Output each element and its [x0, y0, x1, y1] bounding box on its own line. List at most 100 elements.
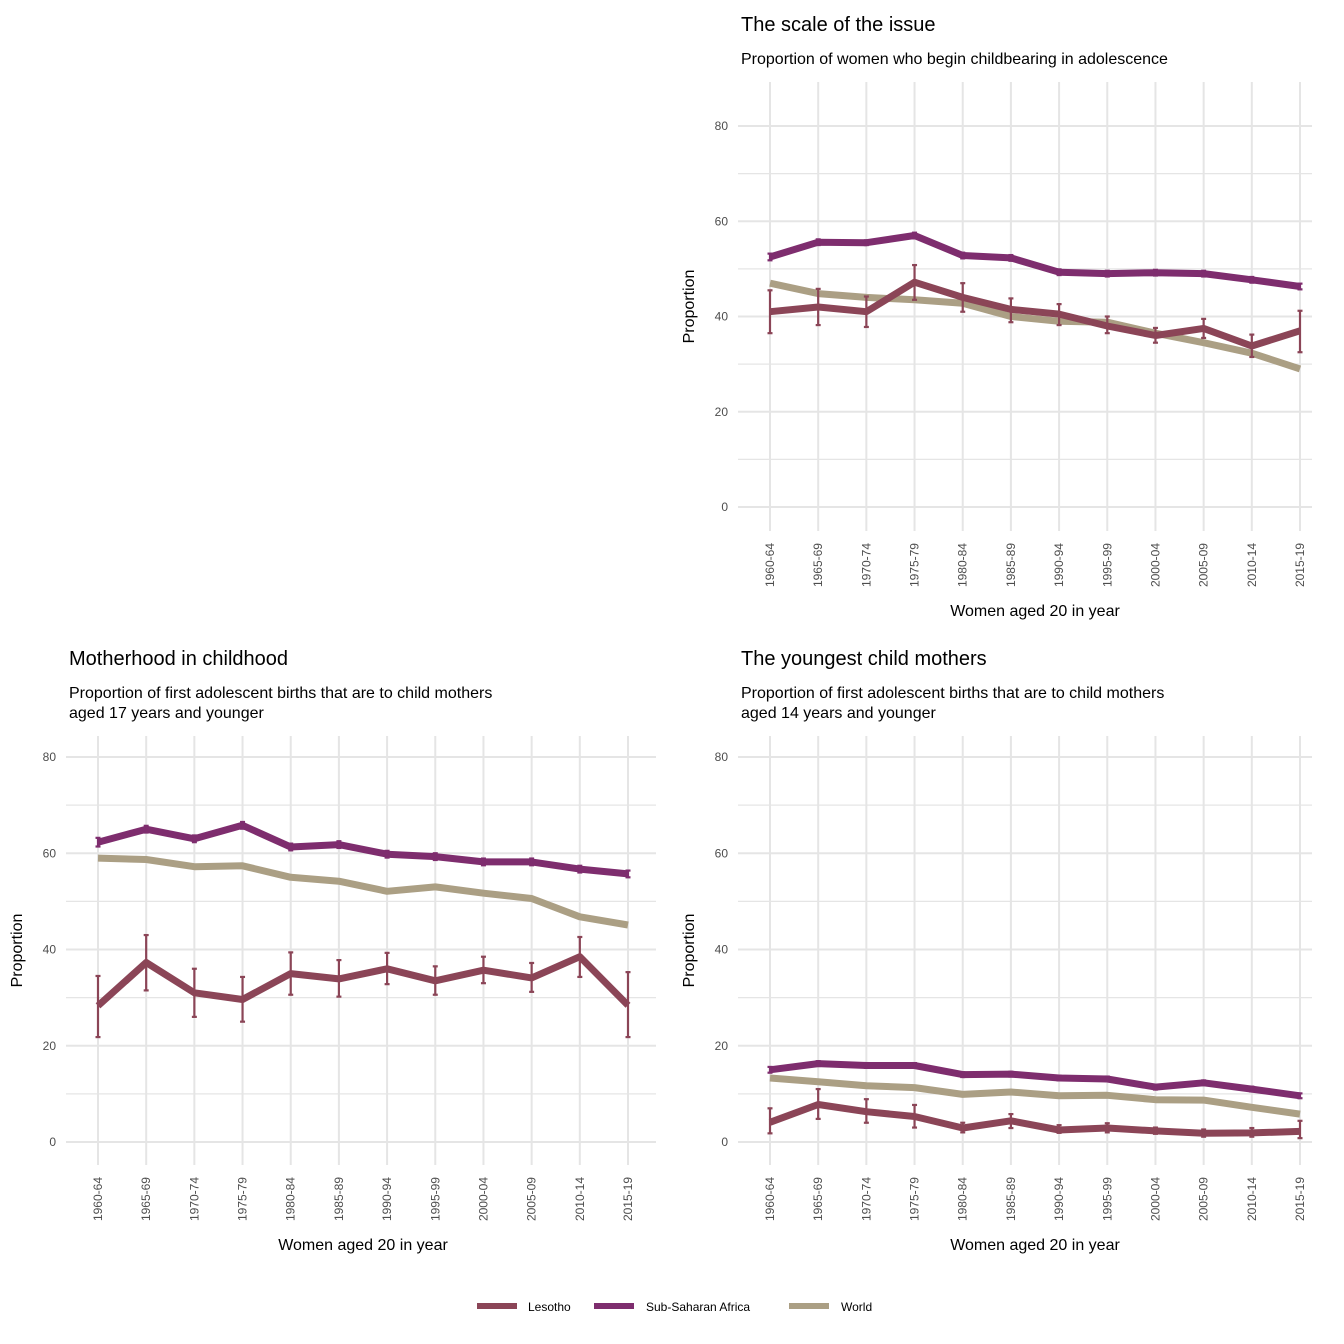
error-bar — [1104, 1075, 1110, 1083]
series-lesotho — [767, 263, 1303, 359]
error-bar — [1297, 282, 1303, 291]
error-bar — [1056, 1124, 1062, 1134]
x-tick-label: 2010-14 — [573, 1177, 587, 1221]
y-axis-title: Proportion — [9, 914, 26, 988]
x-tick-label: 1990-94 — [380, 1177, 394, 1221]
error-bar — [767, 289, 773, 335]
error-bar — [480, 955, 486, 985]
error-bar — [1152, 1083, 1158, 1091]
legend-label-world: World — [841, 1300, 872, 1314]
error-bar — [432, 852, 438, 862]
series-line-world — [769, 279, 1302, 373]
error-bar — [1201, 1079, 1207, 1087]
plot-area — [738, 736, 1312, 1165]
panel-title: Motherhood in childhood — [69, 648, 288, 670]
error-bar — [577, 864, 583, 874]
x-tick-label: 2000-04 — [476, 1177, 490, 1221]
error-bar — [815, 1087, 821, 1121]
x-tick-label: 2015-19 — [1293, 1177, 1307, 1221]
error-bar — [288, 951, 294, 996]
error-bar — [1297, 1092, 1303, 1100]
error-bar — [1104, 269, 1110, 278]
x-tick-label: 1975-79 — [908, 1177, 922, 1221]
error-bar — [912, 1103, 918, 1129]
error-bar — [1201, 1128, 1207, 1138]
series-sub-saharan-africa — [95, 820, 631, 879]
y-tick-label: 40 — [715, 310, 729, 324]
error-bar — [863, 295, 869, 329]
x-tick-label: 1990-94 — [1052, 543, 1066, 587]
error-bar — [191, 967, 197, 1018]
x-tick-label: 1990-94 — [1052, 1177, 1066, 1221]
y-tick-label: 0 — [721, 500, 728, 514]
error-bar — [625, 971, 631, 1039]
error-bar — [240, 820, 246, 830]
legend-label-sub-saharan-africa: Sub-Saharan Africa — [646, 1300, 750, 1314]
series-lesotho — [767, 1087, 1303, 1140]
error-bar — [912, 231, 918, 240]
x-axis-title: Women aged 20 in year — [950, 1237, 1120, 1254]
error-bar — [863, 1061, 869, 1069]
error-bar — [625, 869, 631, 879]
error-bar — [1056, 1074, 1062, 1082]
error-bar — [336, 840, 342, 850]
series-world — [97, 854, 629, 929]
plot-area — [738, 82, 1312, 531]
x-tick-label: 1985-89 — [1004, 543, 1018, 587]
x-axis-title: Women aged 20 in year — [950, 603, 1120, 620]
series-line-world — [769, 1074, 1301, 1118]
error-bar — [1104, 1122, 1110, 1134]
x-tick-label: 2005-09 — [1197, 1177, 1211, 1221]
error-bar — [1249, 1126, 1255, 1138]
x-tick-label: 1995-99 — [428, 1177, 442, 1221]
error-bar — [960, 1121, 966, 1134]
y-axis-title: Proportion — [681, 914, 698, 988]
x-tick-label: 1980-84 — [956, 543, 970, 587]
error-bar — [1152, 326, 1158, 344]
x-tick-label: 2000-04 — [1148, 543, 1162, 587]
x-tick-label: 1980-84 — [956, 1177, 970, 1221]
x-tick-label: 1965-69 — [811, 543, 825, 587]
y-tick-label: 40 — [43, 943, 57, 957]
error-bar — [960, 251, 966, 260]
error-bar — [1297, 1119, 1303, 1140]
error-bar — [863, 1098, 869, 1124]
error-bar — [1056, 268, 1062, 277]
error-bar — [960, 282, 966, 313]
error-bar — [1201, 269, 1207, 278]
x-tick-label: 1960-64 — [763, 543, 777, 587]
x-tick-label: 2015-19 — [1293, 543, 1307, 587]
series-line-sub-saharan-africa — [769, 1060, 1301, 1100]
series-line-lesotho — [95, 953, 631, 1009]
error-bar — [1297, 309, 1303, 354]
error-bar — [143, 933, 149, 992]
x-tick-label: 2000-04 — [1148, 1177, 1162, 1221]
series-line-lesotho — [769, 278, 1302, 350]
series-lesotho — [95, 933, 631, 1039]
plot-area — [66, 736, 656, 1165]
error-bar — [1249, 1085, 1255, 1093]
x-tick-label: 1980-84 — [284, 1177, 298, 1221]
x-tick-label: 1960-64 — [91, 1177, 105, 1221]
error-bar — [1249, 275, 1255, 284]
error-bar — [577, 935, 583, 979]
series-line-world — [97, 854, 629, 929]
x-tick-label: 1995-99 — [1100, 543, 1114, 587]
x-axis-title: Women aged 20 in year — [278, 1237, 448, 1254]
x-tick-label: 1995-99 — [1100, 1177, 1114, 1221]
y-axis-title: Proportion — [681, 270, 698, 344]
error-bar — [95, 974, 101, 1039]
error-bar — [191, 834, 197, 844]
error-bar — [1008, 253, 1014, 262]
error-bar — [815, 238, 821, 247]
error-bar — [1008, 1112, 1014, 1130]
error-bar — [432, 965, 438, 996]
series-line-sub-saharan-africa — [768, 232, 1301, 290]
y-tick-label: 20 — [715, 1039, 729, 1053]
error-bar — [95, 836, 101, 848]
y-tick-label: 80 — [715, 750, 729, 764]
error-bar — [912, 263, 918, 301]
panel-scale-of-issue: The scale of the issue Proportion of wom… — [681, 14, 1312, 620]
panel-subtitle: Proportion of women who begin childbeari… — [741, 51, 1168, 68]
series-world — [769, 1074, 1301, 1118]
